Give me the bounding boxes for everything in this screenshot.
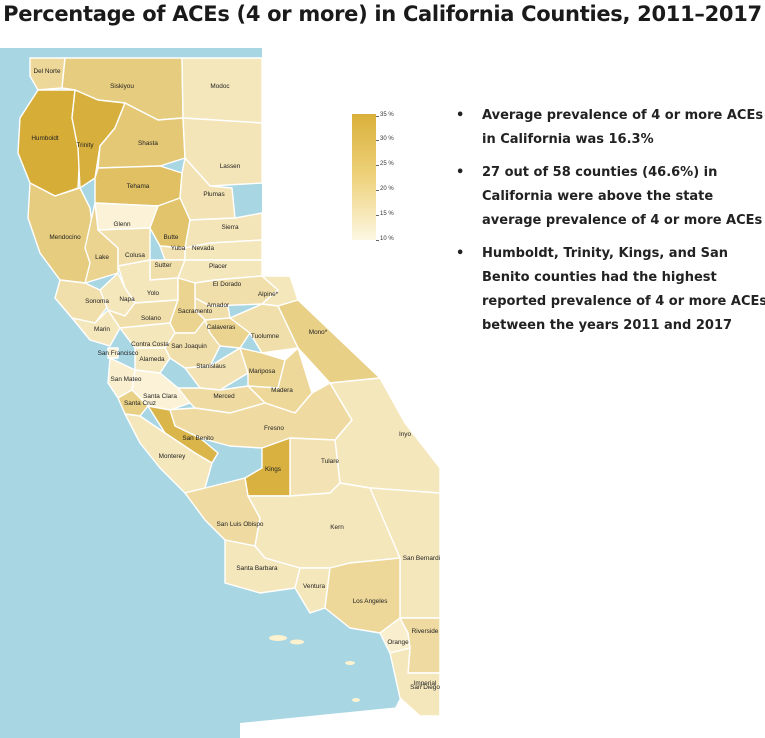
legend-tick: 10 %: [376, 236, 394, 242]
county-label-merced: Merced: [213, 393, 235, 400]
county-ventura: [294, 567, 331, 614]
channel-islands: [269, 635, 360, 702]
county-label-san-diego: San Diego: [410, 684, 440, 691]
county-label-san-joaquin: San Joaquin: [171, 343, 207, 350]
county-label-santa-cruz: Santa Cruz: [124, 400, 156, 407]
county-label-inyo: Inyo: [399, 431, 412, 438]
county-label-san-bernardino: San Bernardino: [403, 555, 440, 562]
county-label-napa: Napa: [119, 296, 135, 303]
county-label-lake: Lake: [95, 254, 109, 261]
county-label-los-angeles: Los Angeles: [353, 598, 388, 605]
county-label-siskiyou: Siskiyou: [110, 83, 134, 90]
county-label-san-mateo: San Mateo: [111, 376, 142, 383]
county-monterey: [124, 413, 213, 494]
county-label-el-dorado: El Dorado: [213, 281, 242, 288]
county-label-san-luis-obispo: San Luis Obispo: [217, 521, 264, 528]
county-label-madera: Madera: [271, 387, 293, 394]
county-label-tuolumne: Tuolumne: [251, 333, 280, 340]
county-label-kern: Kern: [330, 524, 344, 531]
county-label-amador: Amador: [207, 302, 230, 309]
county-label-santa-barbara: Santa Barbara: [236, 565, 278, 572]
county-label-shasta: Shasta: [138, 140, 158, 147]
legend: 35 % 30 % 25 % 20 % 15 % 10 %: [352, 112, 412, 244]
page-title: Percentage of ACEs (4 or more) in Califo…: [3, 2, 762, 26]
county-label-nevada: Nevada: [192, 245, 214, 252]
county-label-imperial: Imperial: [414, 680, 437, 687]
county-label-marin: Marin: [94, 326, 110, 333]
finding-item: Humboldt, Trinity, Kings, and San Benito…: [456, 242, 765, 338]
county-santa-cruz: [117, 389, 149, 417]
finding-item: Average prevalence of 4 or more ACEs in …: [456, 104, 765, 152]
legend-color-bar: [352, 114, 376, 240]
county-label-sierra: Sierra: [221, 224, 238, 231]
county-label-colusa: Colusa: [125, 252, 145, 259]
county-lassen: [182, 117, 263, 187]
legend-tick: 15 %: [376, 211, 394, 217]
county-label-humboldt: Humboldt: [31, 135, 59, 142]
county-label-del-norte: Del Norte: [34, 68, 61, 75]
legend-tick: 20 %: [376, 186, 394, 192]
county-label-solano: Solano: [141, 315, 161, 322]
county-label-mono: Mono*: [309, 329, 328, 336]
county-label-mendocino: Mendocino: [49, 234, 81, 241]
county-label-yolo: Yolo: [147, 290, 160, 297]
county-trinity: [71, 89, 126, 189]
county-label-fresno: Fresno: [264, 425, 284, 432]
county-label-sonoma: Sonoma: [85, 298, 109, 305]
island: [290, 639, 304, 645]
county-label-stanislaus: Stanislaus: [196, 363, 226, 370]
mexico-land: [240, 703, 440, 738]
county-label-glenn: Glenn: [113, 221, 130, 228]
county-label-butte: Butte: [164, 234, 179, 241]
county-label-calaveras: Calaveras: [207, 324, 236, 331]
county-alameda: [134, 347, 171, 374]
county-label-orange: Orange: [387, 639, 409, 646]
county-tulare: [289, 437, 341, 497]
county-sonoma: [54, 279, 109, 324]
county-label-yuba: Yuba: [171, 245, 186, 252]
county-label-san-francisco: San Francisco: [98, 350, 139, 357]
county-modoc: [181, 57, 263, 124]
legend-tick: 30 %: [376, 136, 394, 142]
county-label-plumas: Plumas: [203, 191, 224, 198]
findings-list: Average prevalence of 4 or more ACEs in …: [456, 104, 765, 347]
county-label-san-benito: San Benito: [182, 435, 214, 442]
county-label-sutter: Sutter: [154, 262, 172, 269]
county-label-contra-costa: Contra Costa: [131, 341, 169, 348]
county-label-modoc: Modoc: [210, 83, 230, 90]
county-del-norte: [29, 57, 66, 91]
county-san-francisco: [107, 347, 119, 359]
county-label-sacramento: Sacramento: [178, 308, 213, 315]
county-label-placer: Placer: [209, 263, 228, 270]
county-label-alpine: Alpine*: [258, 291, 279, 298]
county-label-tulare: Tulare: [321, 458, 339, 465]
island: [269, 635, 287, 641]
county-label-monterey: Monterey: [159, 453, 186, 460]
county-san-diego: [389, 647, 440, 717]
county-label-riverside: Riverside: [412, 628, 439, 635]
county-label-ventura: Ventura: [303, 583, 325, 590]
county-label-trinity: Trinity: [76, 142, 94, 149]
legend-tick: 25 %: [376, 161, 394, 167]
legend-tick: 35 %: [376, 112, 394, 118]
finding-item: 27 out of 58 counties (46.6%) in Califor…: [456, 161, 765, 233]
county-label-lassen: Lassen: [220, 163, 241, 170]
county-label-kings: Kings: [265, 466, 281, 473]
county-label-tehama: Tehama: [127, 183, 150, 190]
county-nevada: [184, 239, 263, 261]
county-label-alameda: Alameda: [139, 356, 165, 363]
county-label-santa-clara: Santa Clara: [143, 393, 177, 400]
island: [345, 661, 355, 665]
island: [352, 698, 360, 702]
county-label-mariposa: Mariposa: [249, 368, 276, 375]
